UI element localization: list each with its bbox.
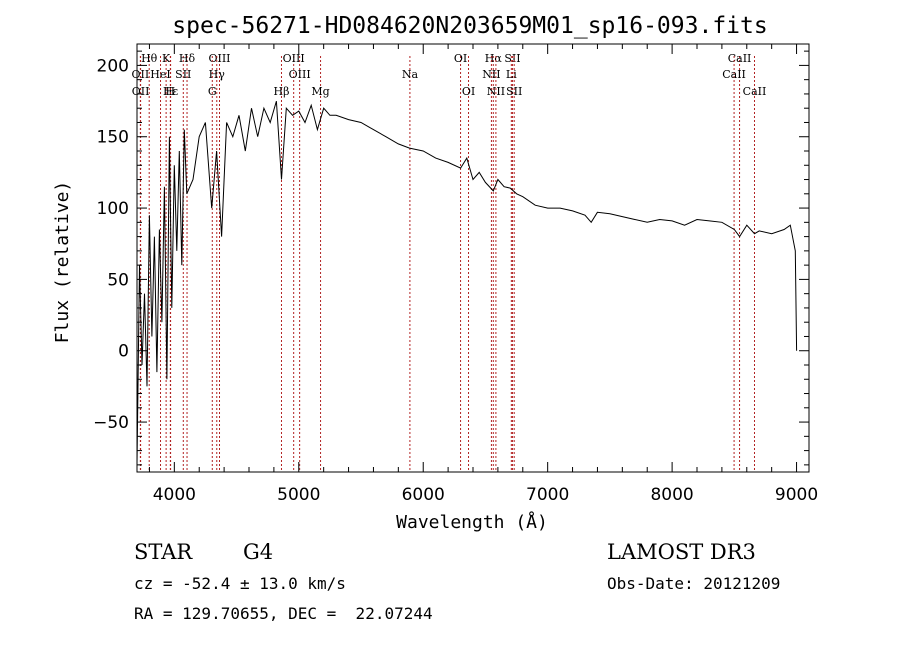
plot-frame — [136, 43, 810, 473]
emission-label-20: NII — [482, 68, 500, 81]
x-axis-ticks: 4000 5000 6000 7000 8000 9000 — [148, 44, 818, 505]
y-tick-label-5: 200 — [97, 56, 129, 76]
survey-label: LAMOST DR3 — [607, 540, 756, 564]
emission-label-18: OI — [462, 85, 475, 98]
x-tick-label-1: 5000 — [277, 485, 320, 505]
emission-label-15: Mg — [311, 85, 329, 98]
emission-label-2: OII — [132, 85, 150, 98]
emission-label-5: H — [166, 85, 176, 98]
chart-title: spec-56271-HD084620N203659M01_sp16-093.f… — [172, 13, 767, 39]
y-tick-label-1: 0 — [118, 342, 129, 362]
emission-label-3: K — [162, 52, 171, 65]
coordinates-text: RA = 129.70655, DEC = 22.07244 — [134, 604, 433, 623]
emission-label-22: SII — [504, 52, 520, 65]
emission-line-markers: Hθ OII OII K HεH HeI SII Hδ OIII Hγ G OIII OIII Hβ Mg N… — [132, 52, 767, 472]
y-tick-label-2: 50 — [107, 270, 129, 290]
object-class: STAR — [134, 540, 193, 564]
y-axis-ticks: −50 0 50 100 150 200 — [93, 50, 809, 466]
emission-label-16: Na — [402, 68, 419, 81]
emission-label-1: OII — [132, 68, 150, 81]
redshift-text: cz = -52.4 ± 13.0 km/s — [134, 574, 346, 593]
emission-label-7: SII — [175, 68, 191, 81]
emission-label-8: Hδ — [179, 52, 196, 65]
spectrum-line — [136, 100, 798, 465]
x-tick-label-5: 9000 — [775, 485, 818, 505]
x-tick-label-0: 4000 — [153, 485, 196, 505]
emission-label-25: CaII — [728, 52, 752, 65]
emission-label-24: SII — [506, 85, 522, 98]
emission-label-4: Hε — [163, 85, 179, 98]
emission-label-23: Li — [506, 68, 517, 81]
y-tick-label-4: 150 — [97, 128, 129, 148]
emission-label-9: OIII — [208, 52, 230, 65]
emission-label-19: Hα — [485, 52, 503, 65]
emission-label-14: Hβ — [274, 85, 290, 98]
emission-label-6: HeI — [150, 68, 170, 81]
x-tick-label-3: 7000 — [526, 485, 569, 505]
emission-label-12: OIII — [283, 52, 305, 65]
y-tick-label-3: 100 — [97, 199, 129, 219]
x-axis-label: Wavelength (Å) — [396, 511, 548, 533]
emission-label-11: G — [208, 85, 217, 98]
emission-label-27: CaII — [743, 85, 767, 98]
emission-label-10: Hγ — [209, 68, 226, 81]
x-tick-label-2: 6000 — [402, 485, 445, 505]
emission-label-21: NII — [487, 85, 505, 98]
spectral-subclass: G4 — [243, 540, 274, 564]
y-tick-label-0: −50 — [93, 413, 129, 433]
emission-label-17: OI — [454, 52, 467, 65]
emission-label-13: OIII — [289, 68, 311, 81]
obs-date-text: Obs-Date: 20121209 — [607, 574, 781, 593]
x-tick-label-4: 8000 — [650, 485, 693, 505]
emission-label-26: CaII — [722, 68, 746, 81]
emission-label-0: Hθ — [141, 52, 158, 65]
y-axis-label: Flux (relative) — [52, 181, 73, 344]
